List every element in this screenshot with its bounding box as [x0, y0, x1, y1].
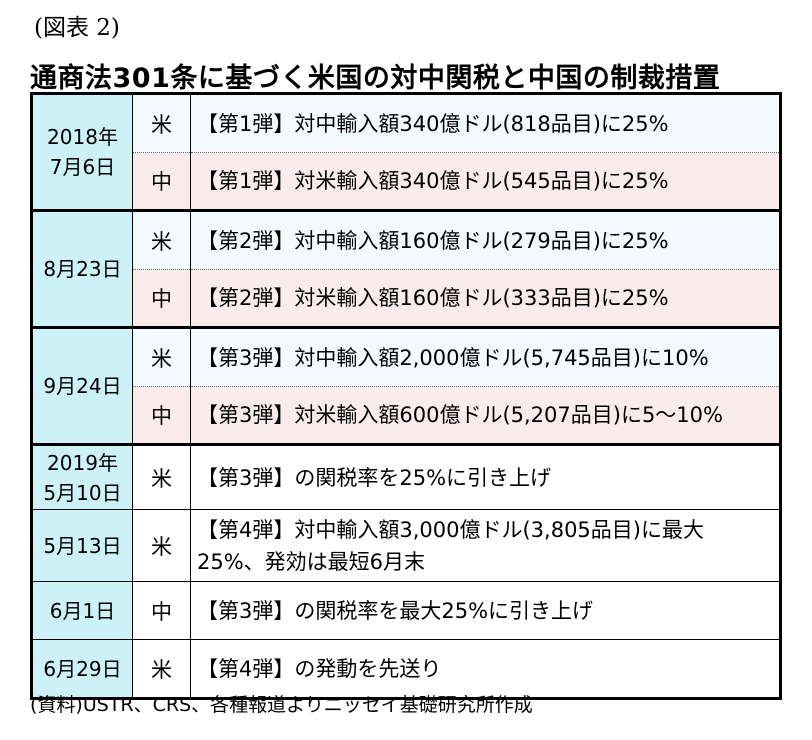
date-text: 9月24日	[43, 374, 122, 398]
table-row: 8月23日 米 【第2弾】対中輸入額160億ドル(279品目)に25%	[30, 209, 782, 328]
date-cell: 8月23日	[30, 209, 133, 328]
table-row: 9月24日 米 【第3弾】対中輸入額2,000億ドル(5,745品目)に10%	[30, 326, 782, 445]
country-cell: 米	[132, 639, 191, 700]
measure-cell: 【第3弾】の関税率を25%に引き上げ	[190, 443, 782, 510]
date-cell: 6月29日	[30, 639, 133, 700]
measure-text: 【第4弾】対中輸入額3,000億ドル(3,805品目)に最大 25%、発効は最短…	[197, 517, 704, 574]
date-text: 8月23日	[43, 257, 122, 281]
table-row: 2018年 7月6日 米 【第1弾】対中輸入額340億ドル(818品目)に25%	[30, 92, 782, 211]
country-cell: 米	[132, 326, 191, 387]
table-row: 6月1日 中 【第3弾】の関税率を最大25%に引き上げ	[30, 581, 782, 640]
date-cell: 9月24日	[30, 326, 133, 445]
tariff-table: 2018年 7月6日 米 【第1弾】対中輸入額340億ドル(818品目)に25%…	[30, 92, 782, 700]
measure-cell: 【第2弾】対米輸入額160億ドル(333品目)に25%	[190, 269, 782, 328]
table-row: 中 【第1弾】対米輸入額340億ドル(545品目)に25%	[32, 152, 782, 211]
table-row: 5月13日 米 【第4弾】対中輸入額3,000億ドル(3,805品目)に最大 2…	[30, 509, 782, 582]
date-text: 6月1日	[49, 598, 116, 623]
date-cell: 6月1日	[30, 581, 133, 640]
measure-cell: 【第4弾】対中輸入額3,000億ドル(3,805品目)に最大 25%、発効は最短…	[190, 509, 782, 582]
country-cell: 中	[132, 581, 191, 640]
source-note: (資料)USTR、CRS、各種報道よりニッセイ基礎研究所作成	[30, 694, 533, 716]
date-text: 2018年 7月6日	[47, 125, 118, 179]
country-cell: 中	[132, 386, 191, 445]
figure-label: (図表 2)	[34, 15, 120, 41]
measure-cell: 【第3弾】の関税率を最大25%に引き上げ	[190, 581, 782, 640]
date-text: 2019年 5月10日	[43, 450, 122, 505]
table-row: 6月29日 米 【第4弾】の発動を先送り	[30, 639, 782, 700]
measure-cell: 【第2弾】対中輸入額160億ドル(279品目)に25%	[190, 209, 782, 270]
measure-cell: 【第3弾】対中輸入額2,000億ドル(5,745品目)に10%	[190, 326, 782, 387]
measure-cell: 【第1弾】対中輸入額340億ドル(818品目)に25%	[190, 92, 782, 153]
date-text: 5月13日	[43, 533, 122, 558]
date-text: 6月29日	[43, 656, 122, 681]
measure-cell: 【第1弾】対米輸入額340億ドル(545品目)に25%	[190, 152, 782, 211]
country-cell: 米	[132, 209, 191, 270]
country-cell: 米	[132, 92, 191, 153]
measure-cell: 【第4弾】の発動を先送り	[190, 639, 782, 700]
table-row: 2019年 5月10日 米 【第3弾】の関税率を25%に引き上げ	[30, 443, 782, 510]
date-cell: 5月13日	[30, 509, 133, 582]
measure-cell: 【第3弾】対米輸入額600億ドル(5,207品目)に5～10%	[190, 386, 782, 445]
date-cell: 2018年 7月6日	[30, 92, 133, 211]
country-cell: 中	[132, 269, 191, 328]
country-cell: 米	[132, 443, 191, 510]
table-row: 中 【第3弾】対米輸入額600億ドル(5,207品目)に5～10%	[32, 386, 782, 445]
date-cell: 2019年 5月10日	[30, 443, 133, 510]
table-title: 通商法301条に基づく米国の対中関税と中国の制裁措置	[30, 63, 721, 94]
country-cell: 米	[132, 509, 191, 582]
country-cell: 中	[132, 152, 191, 211]
table-row: 中 【第2弾】対米輸入額160億ドル(333品目)に25%	[32, 269, 782, 328]
